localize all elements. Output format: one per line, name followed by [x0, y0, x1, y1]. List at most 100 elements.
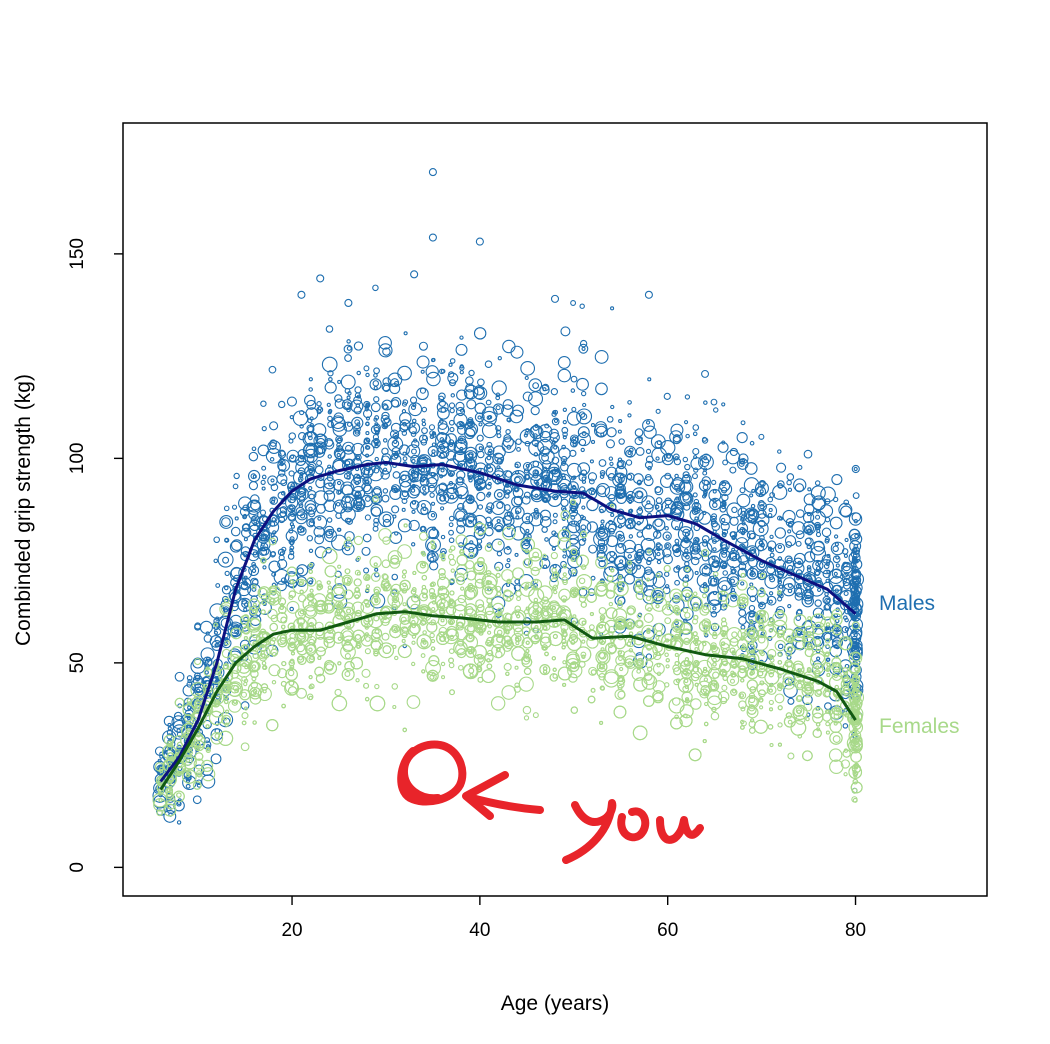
scatter-point: [421, 406, 428, 413]
scatter-point: [397, 365, 412, 381]
scatter-point: [777, 556, 783, 561]
scatter-point: [269, 496, 279, 505]
scatter-point: [430, 358, 436, 363]
scatter-point: [374, 456, 379, 462]
scatter-point: [305, 444, 316, 456]
scatter-point: [321, 356, 338, 373]
scatter-point: [481, 410, 497, 427]
scatter-point: [570, 388, 576, 393]
scatter-point: [402, 451, 407, 456]
scatter-point: [636, 668, 642, 674]
scatter-point: [701, 593, 707, 599]
scatter-point: [549, 673, 559, 682]
scatter-point: [664, 525, 669, 531]
scatter-point: [366, 603, 371, 608]
scatter-point: [328, 377, 333, 382]
scatter-point: [777, 596, 783, 602]
scatter-point: [518, 676, 534, 692]
scatter-point: [177, 703, 183, 709]
scatter-point: [269, 551, 276, 558]
scatter-point: [757, 509, 767, 519]
scatter-point: [391, 599, 401, 609]
scatter-point: [822, 712, 832, 722]
scatter-point: [852, 797, 858, 803]
scatter-point: [337, 379, 342, 385]
scatter-point: [534, 470, 539, 475]
scatter-point: [306, 535, 314, 542]
scatter-point: [764, 669, 780, 685]
scatter-point: [793, 705, 805, 717]
scatter-point: [833, 632, 840, 639]
scatter-point: [665, 534, 670, 539]
scatter-point: [453, 413, 468, 428]
scatter-point: [372, 495, 379, 503]
scatter-point: [750, 570, 755, 576]
scatter-point: [595, 621, 611, 636]
scatter-point: [786, 654, 792, 660]
scatter-point: [289, 497, 296, 504]
scatter-point: [186, 715, 191, 721]
scatter-point: [203, 667, 213, 677]
scatter-point: [465, 425, 477, 438]
scatter-point: [712, 645, 717, 650]
scatter-point: [674, 661, 680, 666]
scatter-point: [306, 576, 317, 587]
scatter-point: [587, 695, 596, 704]
scatter-point: [401, 409, 407, 414]
scatter-point: [613, 581, 629, 597]
scatter-point: [851, 652, 862, 662]
scatter-point: [812, 497, 826, 511]
scatter-point: [506, 417, 511, 422]
scatter-point: [459, 370, 464, 375]
scatter-point: [438, 392, 446, 401]
scatter-point: [411, 509, 416, 514]
scatter-point: [683, 678, 689, 684]
scatter-point: [258, 587, 268, 597]
scatter-point: [560, 326, 571, 337]
scatter-point: [229, 567, 244, 582]
scatter-point: [703, 479, 709, 486]
scatter-point: [346, 581, 351, 586]
scatter-point: [307, 435, 313, 441]
scatter-point: [315, 478, 326, 489]
scatter-point: [853, 544, 859, 549]
scatter-point: [251, 446, 257, 452]
scatter-point: [552, 512, 558, 518]
scatter-point: [392, 514, 397, 519]
scatter-point: [696, 572, 712, 589]
scatter-point: [740, 572, 746, 578]
scatter-point: [684, 548, 689, 553]
scatter-point: [391, 452, 399, 460]
scatter-point: [769, 534, 774, 540]
scatter-point: [702, 641, 707, 647]
scatter-point: [505, 562, 511, 569]
scatter-point: [352, 429, 361, 437]
scatter-point: [652, 575, 666, 589]
scatter-point: [628, 534, 634, 539]
scatter-point: [731, 594, 737, 599]
scatter-point: [595, 425, 608, 438]
scatter-point: [473, 327, 487, 340]
scatter-point: [243, 537, 248, 542]
scatter-point: [430, 646, 436, 651]
scatter-point: [570, 375, 578, 383]
scatter-point: [703, 631, 708, 636]
scatter-point: [738, 460, 745, 467]
scatter-point: [167, 740, 172, 745]
scatter-point: [344, 661, 355, 672]
scatter-point: [806, 643, 812, 648]
scatter-point: [394, 531, 399, 536]
scatter-point: [749, 671, 754, 676]
scatter-point: [389, 557, 401, 569]
scatter-point: [772, 611, 788, 627]
scatter-point: [852, 598, 861, 607]
scatter-point: [634, 619, 644, 629]
scatter-point: [670, 502, 684, 516]
scatter-point: [401, 490, 409, 498]
scatter-point: [288, 528, 294, 534]
scatter-point: [665, 601, 671, 606]
scatter-point: [749, 440, 755, 446]
scatter-point: [266, 718, 279, 732]
scatter-point: [617, 690, 626, 699]
scatter-point: [427, 510, 438, 521]
